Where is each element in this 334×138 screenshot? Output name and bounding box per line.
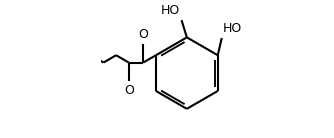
Text: HO: HO [161, 4, 180, 17]
Text: HO: HO [223, 22, 242, 35]
Text: O: O [138, 28, 148, 41]
Text: O: O [124, 84, 134, 97]
